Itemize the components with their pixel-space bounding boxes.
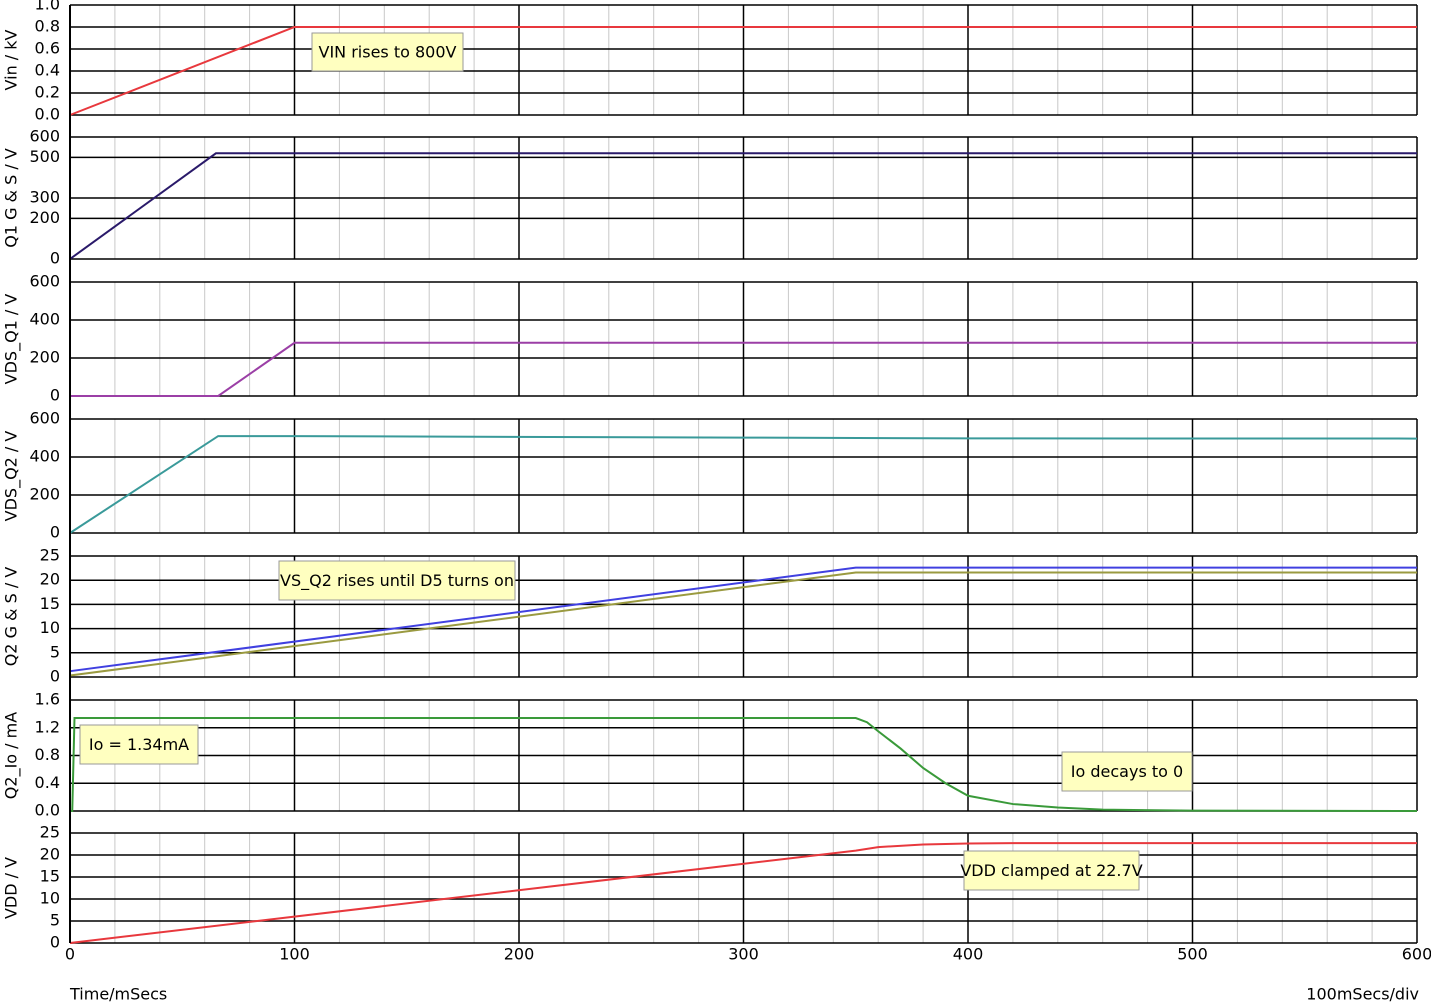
y-tick-label: 200 (29, 485, 60, 504)
y-axis-label: VDS_Q1 / V (2, 294, 22, 385)
series-line (69, 842, 1417, 944)
y-tick-label: 0.6 (35, 39, 60, 58)
x-tick-label: 500 (1177, 945, 1208, 964)
y-axis-label: Vin / kV (2, 29, 21, 90)
y-tick-label: 200 (29, 348, 60, 367)
annotation-box (963, 850, 1140, 891)
y-axis-label: Q2_Io / mA (2, 712, 22, 799)
y-tick-label: 500 (29, 147, 60, 166)
series-line (70, 341, 1417, 397)
annotation: VS_Q2 rises until D5 turns on (278, 560, 516, 601)
annotation-text: VDD clamped at 22.7V (960, 861, 1142, 880)
y-tick-label: 25 (40, 546, 60, 565)
x-tick-label: 600 (1402, 945, 1431, 964)
y-tick-label: 0.0 (35, 801, 60, 820)
series-line (69, 152, 1417, 260)
annotation-box (311, 32, 464, 72)
y-tick-label: 10 (40, 889, 60, 908)
series-line (69, 571, 1417, 677)
y-tick-label: 15 (40, 594, 60, 613)
annotation: VDD clamped at 22.7V (960, 850, 1143, 891)
y-tick-label: 25 (40, 823, 60, 842)
y-axis-label: VDS_Q2 / V (2, 431, 22, 522)
y-tick-label: 0.4 (35, 773, 60, 792)
y-tick-label: 20 (40, 570, 60, 589)
y-tick-label: 400 (29, 310, 60, 329)
series-line (69, 26, 1417, 116)
y-tick-label: 0.0 (35, 105, 60, 124)
x-tick-label: 400 (953, 945, 984, 964)
annotation-text: VIN rises to 800V (319, 43, 457, 62)
y-tick-label: 200 (29, 208, 60, 227)
y-tick-label: 0 (50, 667, 60, 686)
x-tick-label: 100 (279, 945, 310, 964)
x-tick-label: 300 (728, 945, 759, 964)
series-line (69, 435, 1418, 534)
y-tick-label: 0.4 (35, 61, 60, 80)
y-tick-label: 600 (29, 272, 60, 291)
y-tick-label: 10 (40, 618, 60, 637)
y-tick-label: 20 (40, 845, 60, 864)
y-tick-label: 0 (50, 249, 60, 268)
annotation: Io decays to 0 (1061, 751, 1193, 792)
annotation: Io = 1.34mA (79, 724, 199, 765)
series-line (70, 717, 1418, 812)
annotation-text: VS_Q2 rises until D5 turns on (280, 571, 514, 591)
y-tick-label: 0 (50, 933, 60, 952)
y-tick-label: 600 (29, 127, 60, 146)
y-tick-label: 1.0 (35, 0, 60, 14)
annotation-box (79, 724, 199, 765)
y-tick-label: 400 (29, 447, 60, 466)
annotation-box (1061, 751, 1193, 792)
annotation-text: Io = 1.34mA (89, 735, 189, 754)
y-axis-label: VDD / V (2, 857, 21, 919)
y-tick-label: 1.6 (35, 690, 60, 709)
annotation-box (278, 560, 516, 601)
y-axis-label: Q1 G & S / V (2, 148, 21, 248)
y-tick-label: 5 (50, 642, 60, 661)
series-line (69, 566, 1417, 673)
y-tick-label: 0.8 (35, 745, 60, 764)
y-tick-label: 300 (29, 188, 60, 207)
y-tick-label: 1.2 (35, 717, 60, 736)
x-scale-note: 100mSecs/div (1306, 985, 1419, 1004)
y-tick-label: 0 (50, 386, 60, 405)
y-tick-label: 0 (50, 523, 60, 542)
x-tick-label: 0 (65, 945, 75, 964)
y-tick-label: 0.8 (35, 17, 60, 36)
annotation-text: Io decays to 0 (1071, 762, 1183, 781)
annotation: VIN rises to 800V (311, 32, 464, 72)
y-tick-label: 5 (50, 911, 60, 930)
y-tick-label: 600 (29, 409, 60, 428)
x-axis-label: Time/mSecs (69, 985, 167, 1004)
y-axis-label: Q2 G & S / V (2, 567, 21, 667)
y-tick-label: 0.2 (35, 83, 60, 102)
x-tick-label: 200 (504, 945, 535, 964)
y-tick-label: 15 (40, 867, 60, 886)
